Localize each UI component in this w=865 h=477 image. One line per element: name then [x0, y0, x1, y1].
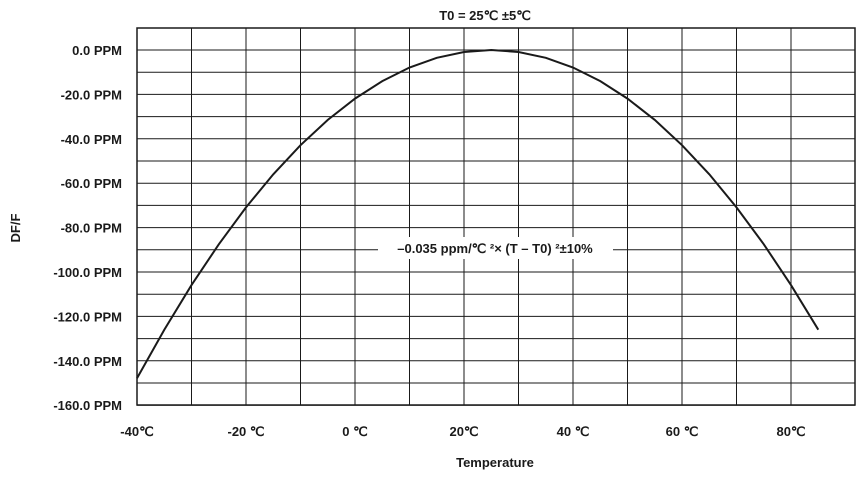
y-axis-ticks: 0.0 PPM -20.0 PPM -40.0 PPM -60.0 PPM -80.0 …	[53, 43, 122, 413]
y-tick-label: -20.0 PPM	[61, 87, 122, 102]
y-tick-label: -160.0 PPM	[53, 398, 122, 413]
x-axis-label: Temperature	[456, 455, 534, 470]
chart-title: T0 = 25℃ ±5℃	[439, 8, 531, 23]
x-tick-label: 20℃	[449, 424, 478, 439]
x-axis-ticks: -40℃ -20 ℃ 0 ℃ 20℃ 40 ℃ 60 ℃ 80℃	[120, 424, 805, 439]
x-tick-label: 40 ℃	[557, 424, 590, 439]
y-tick-label: -80.0 PPM	[61, 221, 122, 236]
annotation-background	[378, 237, 613, 259]
x-tick-label: -20 ℃	[227, 424, 264, 439]
y-tick-label: -120.0 PPM	[53, 309, 122, 324]
curve-annotation: –0.035 ppm/℃ ²× (T – T0) ²±10%	[397, 241, 593, 256]
y-tick-label: 0.0 PPM	[72, 43, 122, 58]
y-tick-label: -140.0 PPM	[53, 354, 122, 369]
plot-frame	[136, 27, 856, 406]
y-tick-label: -100.0 PPM	[53, 265, 122, 280]
y-axis-label: DF/F	[8, 214, 23, 243]
grid	[136, 28, 855, 406]
y-tick-label: -40.0 PPM	[61, 132, 122, 147]
x-tick-label: 60 ℃	[666, 424, 699, 439]
series-line	[136, 48, 820, 379]
x-tick-label: 0 ℃	[342, 424, 367, 439]
x-tick-label: -40℃	[120, 424, 153, 439]
y-tick-label: -60.0 PPM	[61, 176, 122, 191]
x-tick-label: 80℃	[776, 424, 805, 439]
